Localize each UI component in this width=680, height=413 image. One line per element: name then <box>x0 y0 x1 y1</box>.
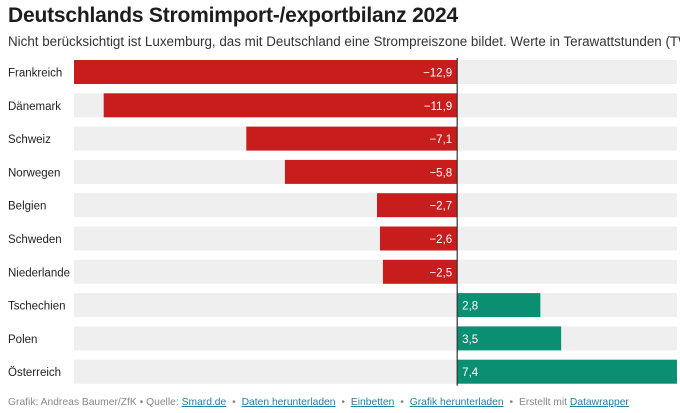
value-label: −5,8 <box>429 167 452 179</box>
footer-made-with: Erstellt mit <box>518 397 568 408</box>
bar <box>246 126 458 151</box>
bar <box>376 193 458 218</box>
footer-separator: • <box>400 397 404 408</box>
category-label: Niederlande <box>8 267 70 279</box>
bar-track <box>74 226 677 251</box>
value-label: 2,8 <box>462 301 478 313</box>
bar-track <box>74 259 677 284</box>
bar <box>382 259 458 284</box>
category-label: Tschechien <box>8 301 66 313</box>
bar-track <box>74 326 677 351</box>
footer-separator: • <box>509 397 514 408</box>
value-label: −2,5 <box>429 267 452 279</box>
value-label: −7,1 <box>429 134 452 146</box>
download-image-link[interactable]: Grafik herunterladen <box>409 397 504 408</box>
download-data-link[interactable]: Daten herunterladen <box>241 397 336 408</box>
value-label: 7,4 <box>462 367 479 379</box>
bar-track <box>74 293 677 318</box>
bar <box>457 293 541 318</box>
category-label: Österreich <box>8 367 61 379</box>
bar <box>74 60 458 84</box>
bar <box>457 359 677 384</box>
category-label: Schweiz <box>8 134 51 146</box>
bar <box>103 93 458 118</box>
value-label: 3,5 <box>462 334 478 346</box>
bar <box>379 226 458 251</box>
value-label: −12,9 <box>423 68 452 80</box>
category-label: Schweden <box>8 234 62 246</box>
bar-track <box>74 193 677 218</box>
embed-link[interactable]: Einbetten <box>350 397 395 408</box>
bar <box>284 159 458 184</box>
value-label: −11,9 <box>424 101 452 113</box>
category-label: Polen <box>8 334 37 346</box>
footer-credit: Grafik: Andreas Baumer/ZfK • Quelle: <box>8 397 179 408</box>
footer-separator: • <box>232 397 236 408</box>
category-label: Frankreich <box>8 68 62 80</box>
category-label: Norwegen <box>8 167 60 179</box>
footer: Grafik: Andreas Baumer/ZfK • Quelle: Sma… <box>8 397 629 408</box>
footer-separator: • <box>341 397 345 408</box>
bar <box>457 326 562 351</box>
chart-title: Deutschlands Stromimport-/exportbilanz 2… <box>8 4 458 27</box>
source-link[interactable]: Smard.de <box>181 397 227 408</box>
chart-subtitle: Nicht berücksichtigt ist Luxemburg, das … <box>8 34 680 49</box>
bar-chart: Frankreich −12,9 Dänemark −11,9 Schweiz −7,1 N… <box>8 58 677 386</box>
value-label: −2,6 <box>429 234 452 246</box>
datawrapper-link[interactable]: Datawrapper <box>569 397 629 408</box>
category-label: Dänemark <box>8 101 61 113</box>
value-label: −2,7 <box>429 201 452 213</box>
category-label: Belgien <box>8 201 46 213</box>
